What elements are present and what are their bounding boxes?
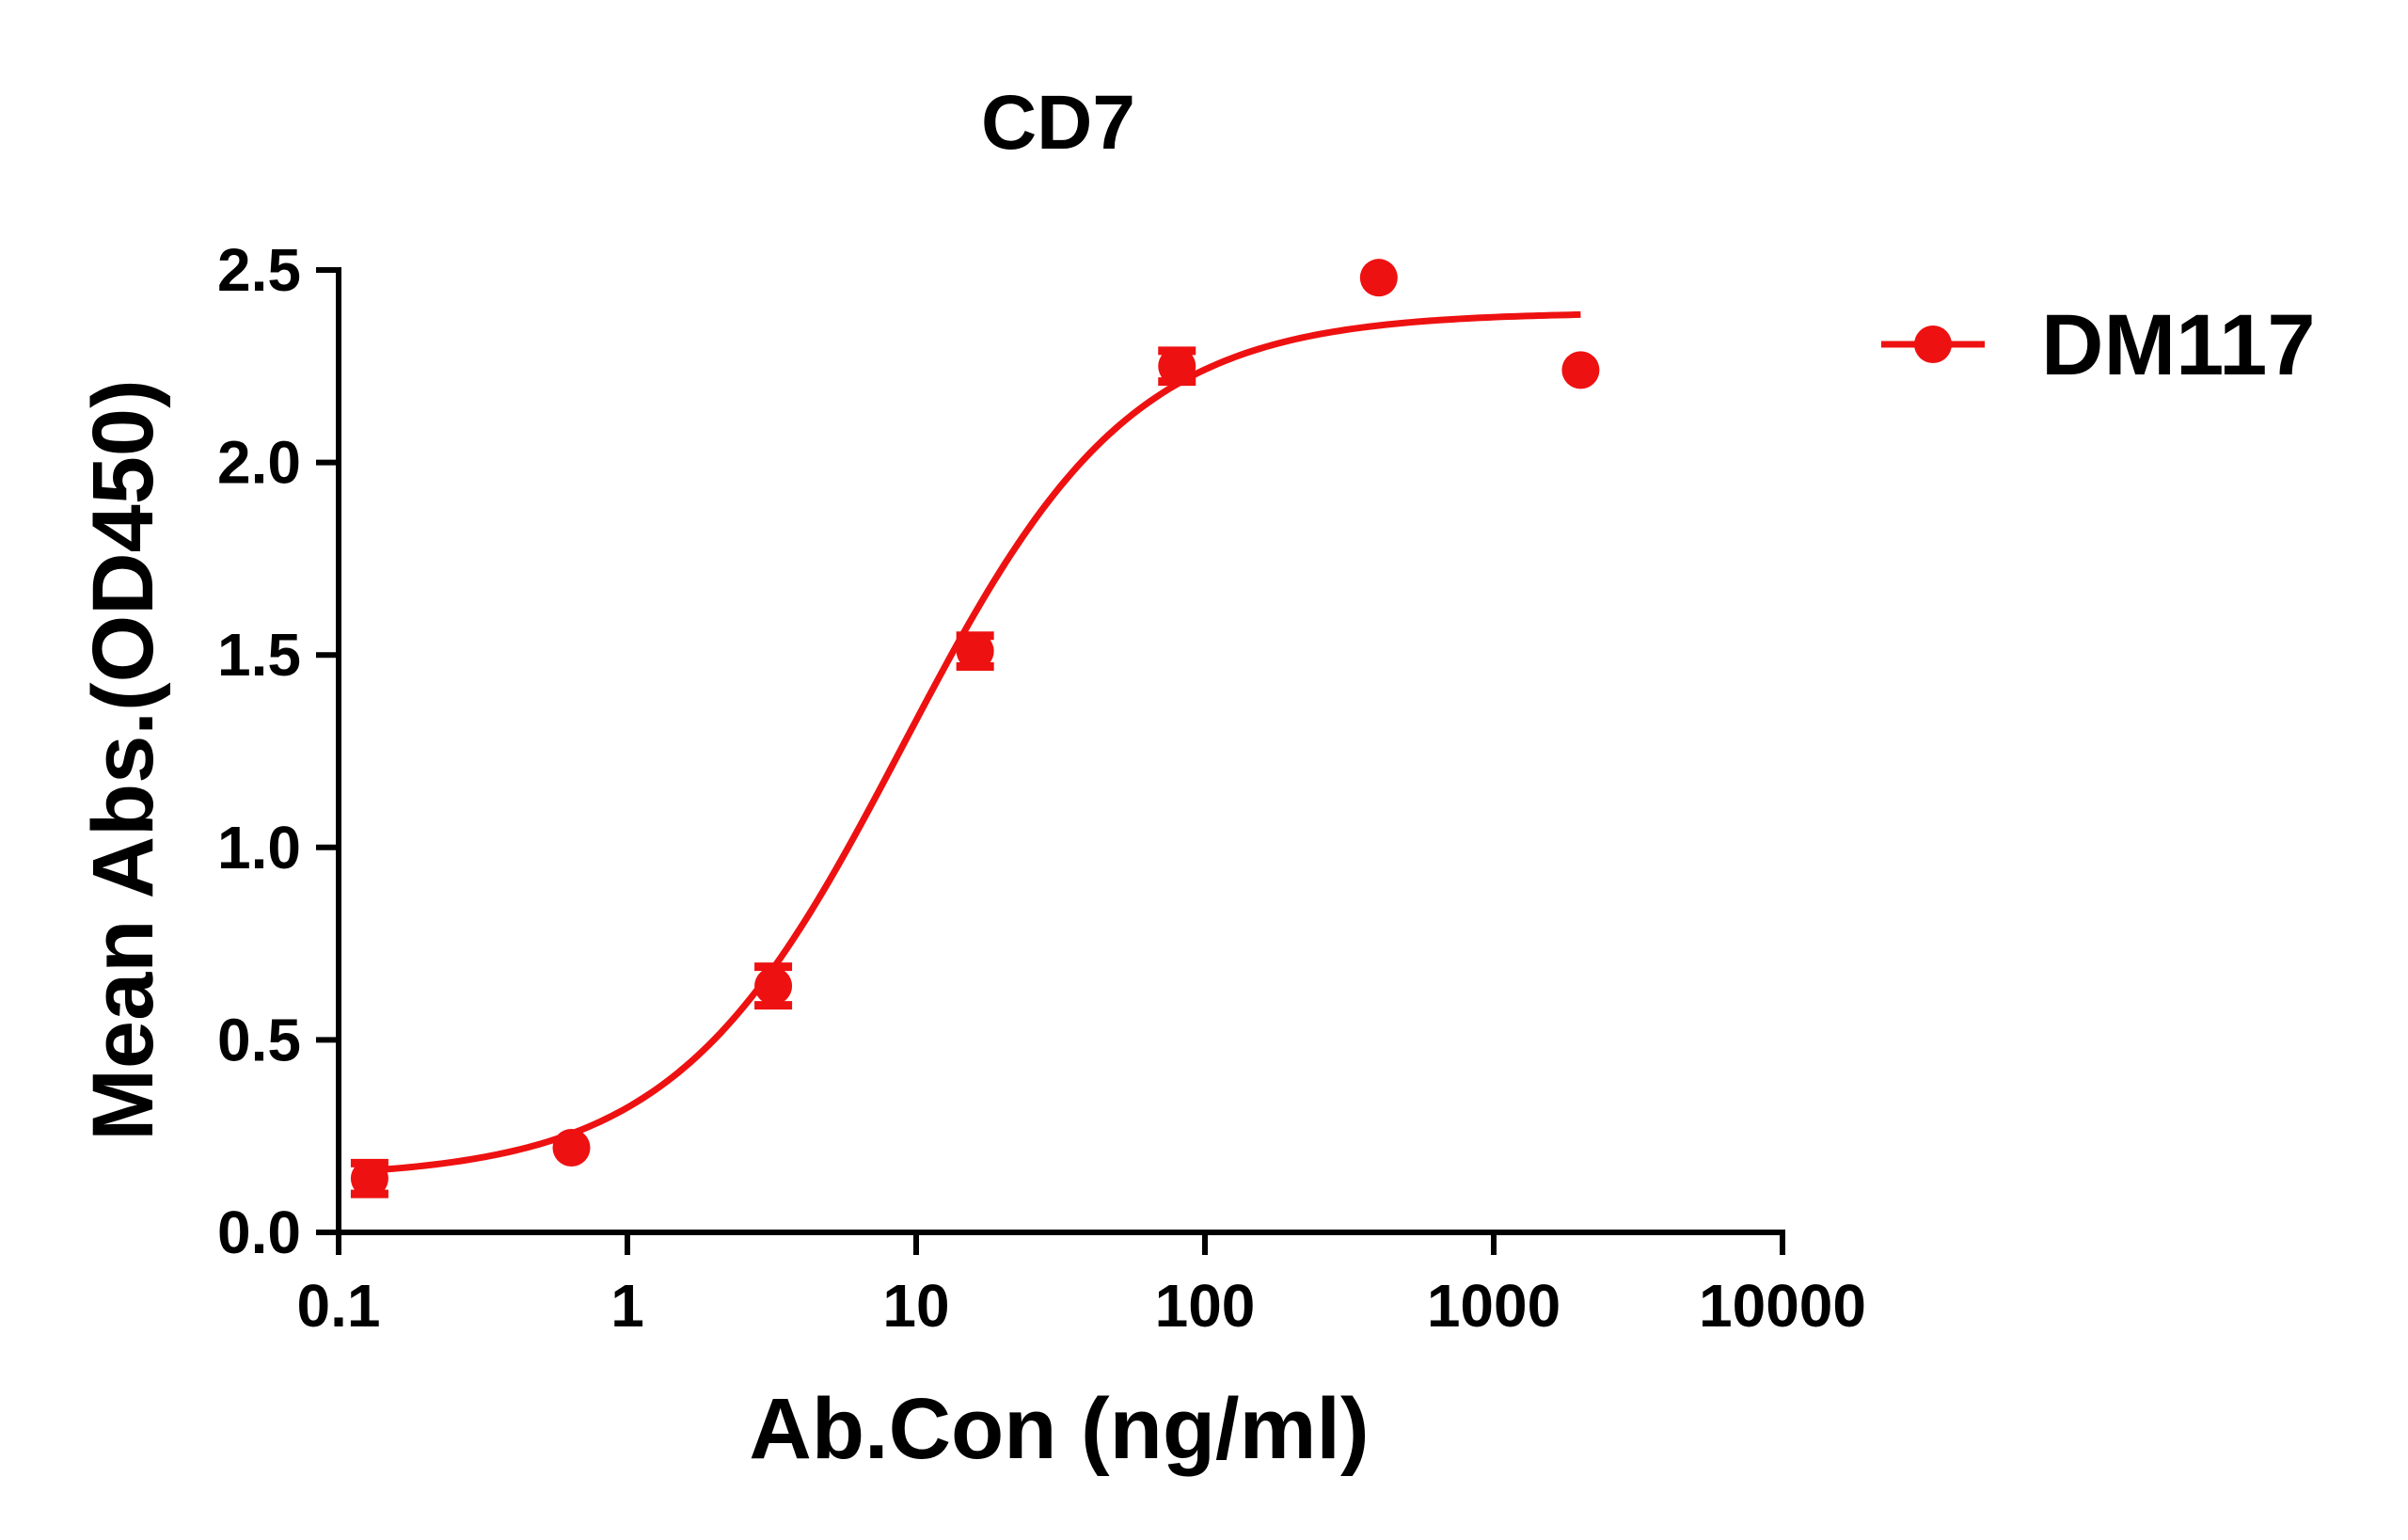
data-point [754,967,793,1006]
data-point [1359,259,1398,297]
legend-label-dm117: DM117 [2041,297,2316,393]
x-axis-ticks: 0.1 1 10 100 1000 10000 [297,1232,1866,1340]
x-tick-label: 1 [610,1272,644,1340]
y-tick-label: 2.0 [217,429,301,497]
x-tick-label: 0.1 [297,1272,381,1340]
plot-area: 0.0 0.5 1.0 1.5 2.0 2.5 0.1 1 10 100 1000 10000 [217,236,1866,1340]
y-tick-label: 2.5 [217,236,301,304]
x-tick-label: 10 [882,1272,949,1340]
series-layer [350,259,1600,1199]
y-tick-label: 1.5 [217,621,301,689]
data-point [956,632,994,671]
y-axis-ticks: 0.0 0.5 1.0 1.5 2.0 2.5 [217,236,339,1266]
x-tick-label: 100 [1155,1272,1256,1340]
y-tick-label: 1.0 [217,814,301,881]
legend: DM117 [1881,297,2316,393]
data-point [350,1159,388,1198]
x-tick-label: 10000 [1699,1272,1866,1340]
fit-curve-dm117 [369,310,1581,1174]
y-tick-label: 0.0 [217,1199,301,1266]
data-point [1561,351,1600,389]
data-point [552,1128,591,1167]
x-tick-label: 1000 [1427,1272,1560,1340]
y-tick-label: 0.5 [217,1006,301,1073]
x-axis-title: Ab.Con (ng/ml) [749,1381,1369,1477]
data-point [1158,347,1196,386]
legend-marker-dm117 [1914,325,1952,363]
y-axis-title: Mean Abs.(OD450) [75,379,171,1140]
chart-title: CD7 [981,80,1135,166]
